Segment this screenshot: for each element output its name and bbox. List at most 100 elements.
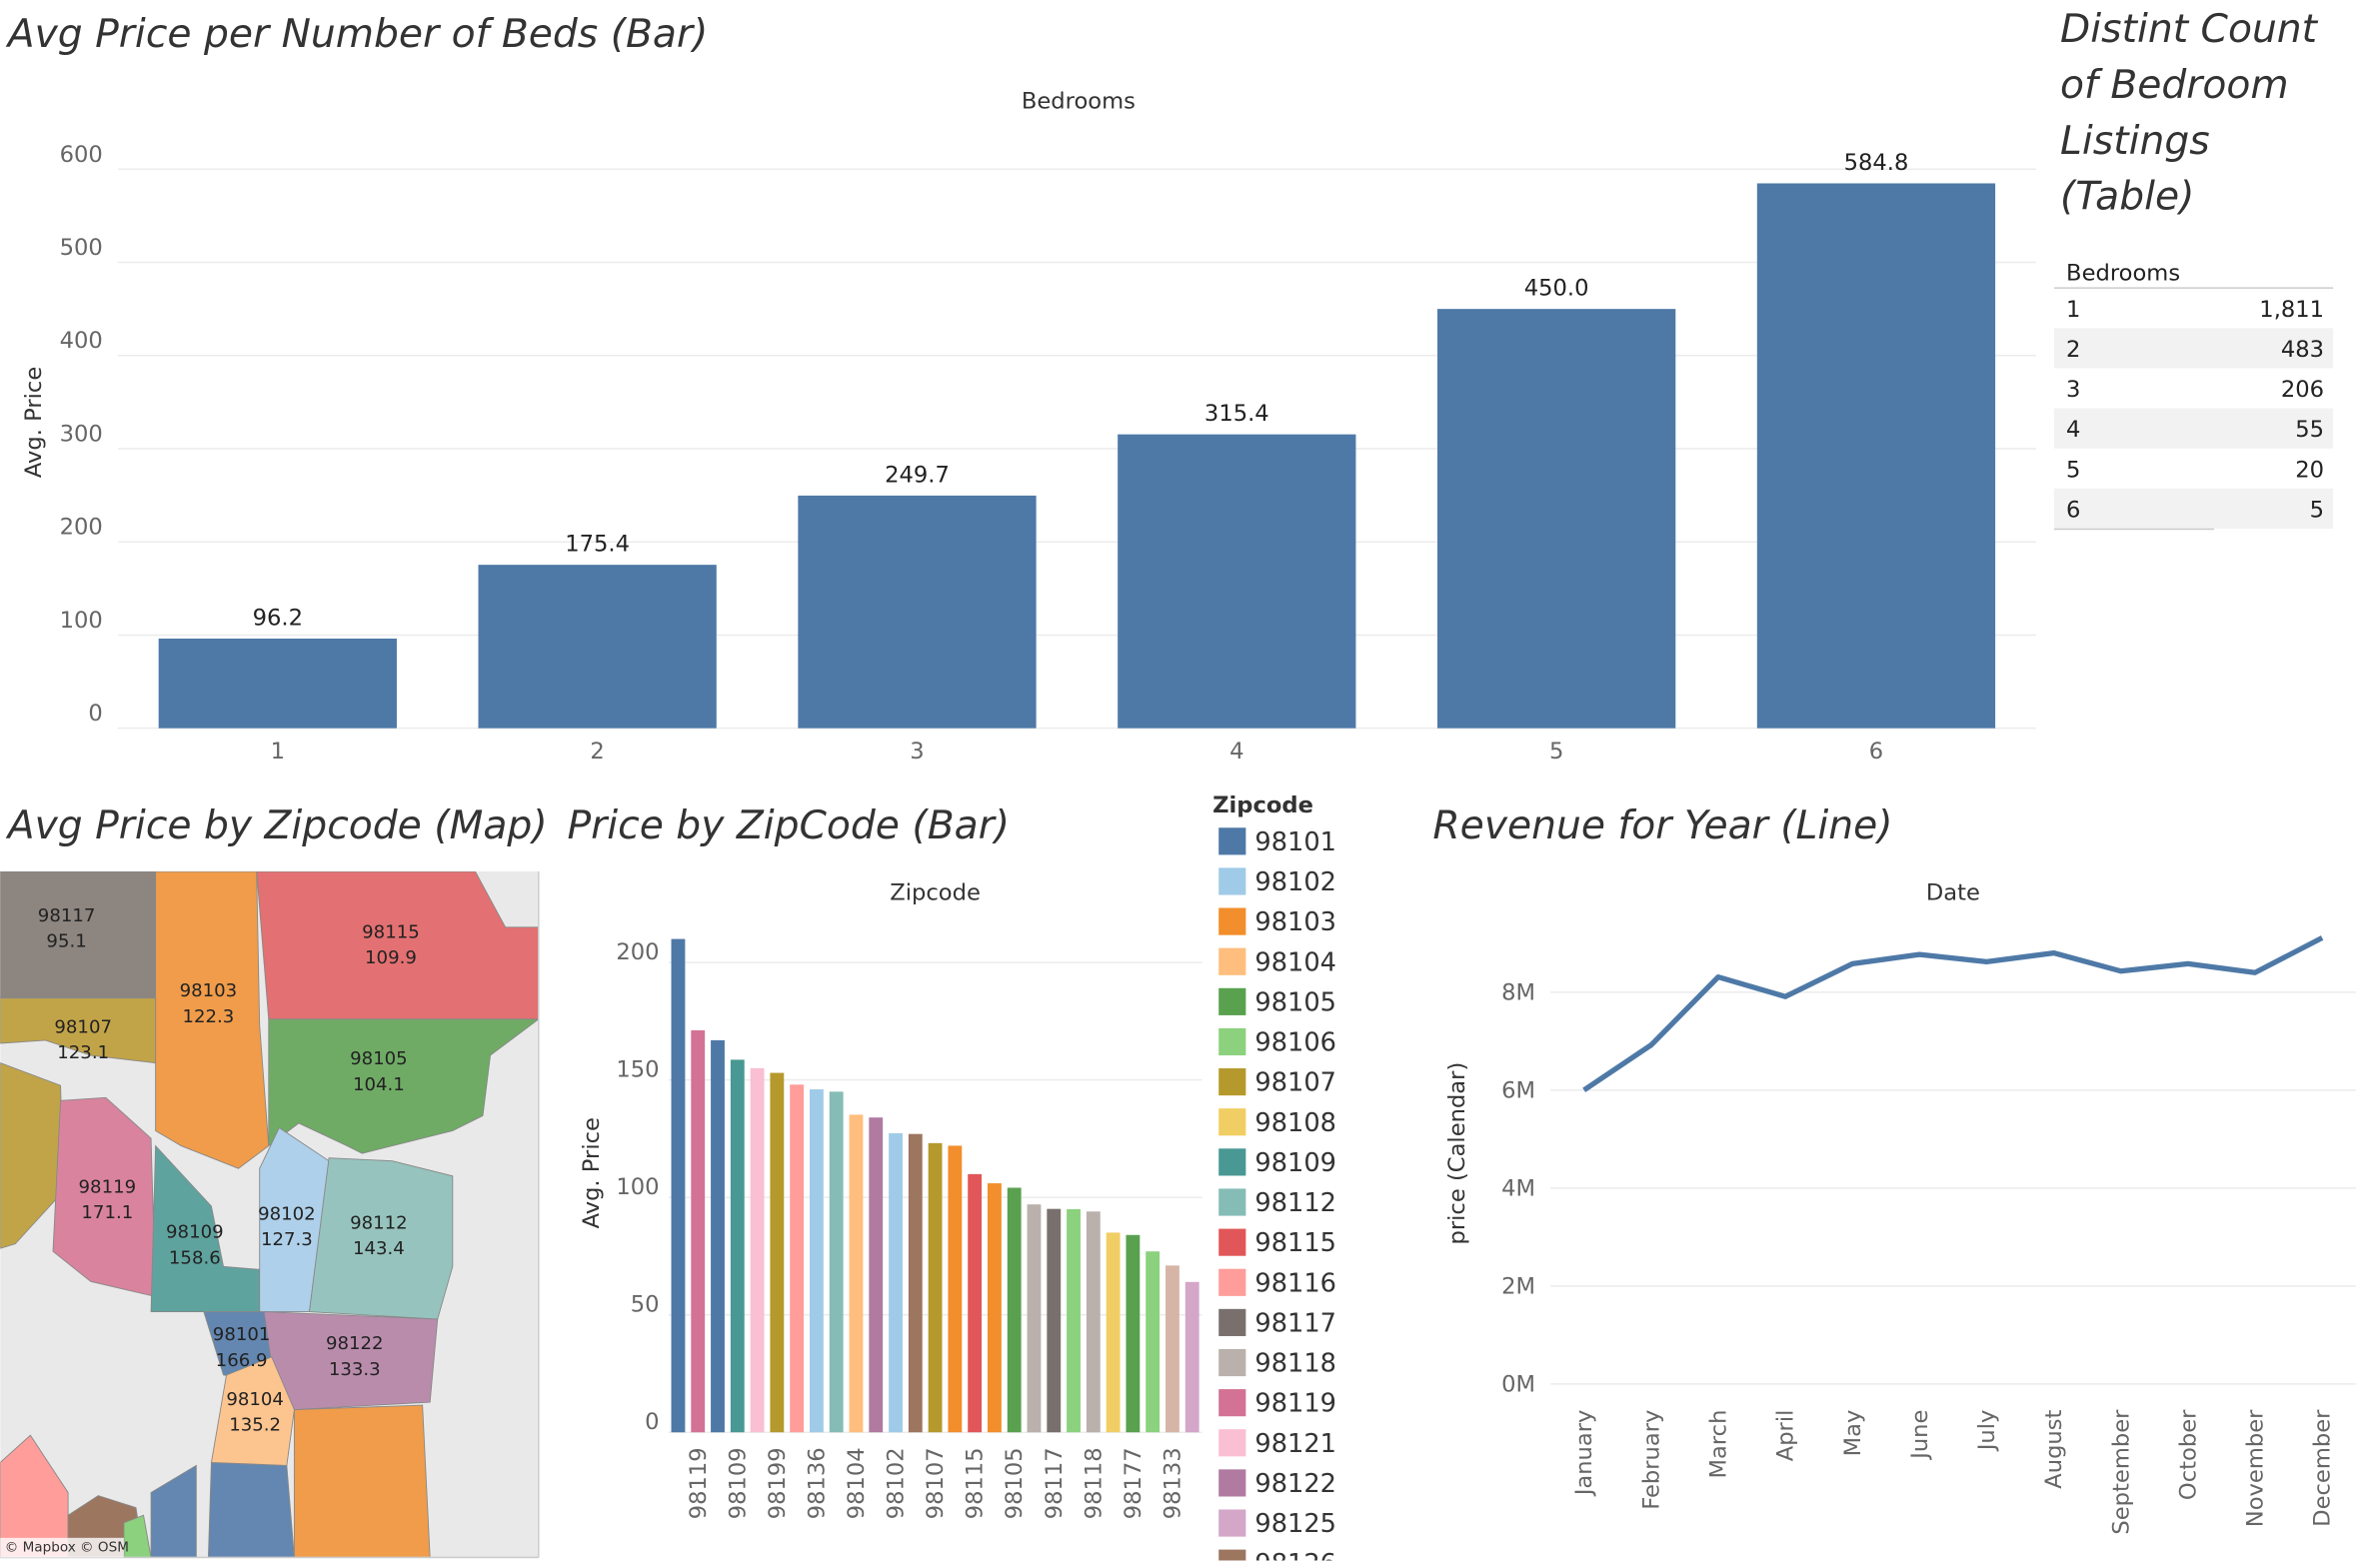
table-row-bg [2054,488,2334,529]
legend-swatch [1218,1068,1246,1096]
table-cell: 2 [2066,337,2080,363]
x-axis-title: Date [1926,880,1980,906]
x-tick-label: 98109 [725,1447,751,1519]
table-header: Bedrooms [2066,261,2180,287]
legend-swatch [1218,1308,1246,1336]
bar [829,1091,844,1433]
y-tick-label: 0 [88,701,102,727]
map-zipcode-label: 98112 [350,1213,408,1234]
map-zipcode-label: 98102 [258,1204,316,1225]
data-label: 584.8 [1844,150,1909,176]
x-tick-label: 98133 [1160,1447,1185,1519]
chart-title: Revenue for Year (Line) [1432,803,1892,848]
legend-label: 98116 [1254,1268,1336,1298]
x-tick-label: January [1571,1410,1597,1498]
map-zipcode-label: 98117 [38,905,96,926]
map-attribution: © Mapbox © OSM [5,1539,129,1555]
map-region [0,1062,65,1249]
x-axis-title: Bedrooms [1022,89,1136,115]
map-value-label: 122.3 [183,1006,235,1027]
legend-swatch [1218,1148,1246,1176]
data-label: 450.0 [1524,276,1589,302]
y-tick-label: 4M [1501,1175,1535,1201]
x-tick-label: December [2310,1409,2336,1527]
x-tick-label: 98104 [844,1447,870,1519]
legend-swatch [1218,907,1246,935]
attribution-bg [0,1537,124,1558]
map: 98117 95.1 98103 122.3 98115 109.9 98107 123.1 9… [0,871,539,1558]
map-region [210,1356,295,1466]
y-tick-label: 0M [1501,1371,1535,1397]
legend-label: 98106 [1254,1028,1336,1058]
x-tick-label: 98117 [1042,1447,1068,1519]
x-tick-label: November [2243,1409,2269,1527]
bar [809,1089,824,1433]
table-title-box: Distint Count of Bedroom Listings (Table… [2060,8,2317,221]
bar [790,1084,805,1433]
legend-label: 98102 [1254,867,1336,897]
x-tick-label: 98105 [1002,1447,1028,1519]
chart-title: Price by ZipCode (Bar) [567,803,1010,848]
bar [928,1142,943,1433]
x-tick-label: 98119 [686,1447,712,1519]
legend-swatch [1218,947,1246,975]
x-tick-label: 98199 [765,1447,791,1519]
legend-label: 98112 [1254,1188,1336,1218]
bar [1007,1187,1022,1433]
legend-swatch [1218,1389,1246,1417]
legend-label: 98103 [1254,907,1336,937]
map-value-label: 95.1 [46,930,86,951]
table-cell: 4 [2066,417,2080,443]
legend-swatch [1218,1228,1246,1256]
x-tick-label: May [1840,1410,1866,1457]
x-tick-label: 98177 [1121,1447,1147,1519]
bar [1118,434,1356,729]
x-tick-label: 98118 [1081,1447,1107,1519]
legend-label: 98101 [1254,827,1336,857]
table-row-bg [2054,408,2334,449]
table-cell: 1 [2066,297,2080,323]
x-tick-label: April [1773,1410,1799,1462]
y-tick-label: 8M [1501,979,1535,1005]
x-tick-label: September [2108,1409,2134,1535]
legend-label: 98115 [1254,1228,1336,1258]
table-cell: 483 [2281,337,2324,363]
legend-swatch [1218,1348,1246,1377]
map-value-label: 123.1 [57,1042,109,1063]
table-cell: 5 [2066,457,2080,483]
legend-swatch [1218,1108,1246,1136]
table-cell: 55 [2295,417,2324,443]
map-value-label: 135.2 [229,1415,281,1436]
legend-label: 98118 [1254,1349,1336,1379]
map-zipcode-label: 98109 [166,1222,224,1243]
map-zipcode-label: 98115 [362,921,420,942]
legend-swatch [1218,867,1246,895]
bar [671,938,686,1433]
map-region [207,1461,295,1558]
legend-label: 98104 [1254,947,1336,977]
x-tick-label: 1 [271,739,285,765]
legend-swatch [1218,1188,1246,1216]
y-tick-label: 300 [60,421,103,447]
y-tick-label: 2M [1501,1273,1535,1299]
x-tick-label: 98102 [884,1447,910,1519]
table-cell: 1,811 [2259,297,2324,323]
bar [691,1030,706,1433]
map-zipcode-label: 98104 [226,1389,284,1410]
line [1582,935,2324,1093]
bar [1067,1208,1081,1433]
bar [730,1059,745,1433]
bar [1756,183,1996,729]
bar [968,1173,983,1433]
map-region [263,1311,439,1411]
bar [1086,1211,1101,1433]
y-tick-label: 150 [616,1057,659,1083]
x-tick-label: 98136 [804,1447,830,1519]
map-value-label: 158.6 [169,1247,221,1268]
table-cell: 5 [2310,497,2324,523]
legend-title: Zipcode [1212,792,1313,818]
bar [158,638,397,729]
bar [1146,1251,1161,1433]
legend-label: 98121 [1254,1429,1336,1459]
